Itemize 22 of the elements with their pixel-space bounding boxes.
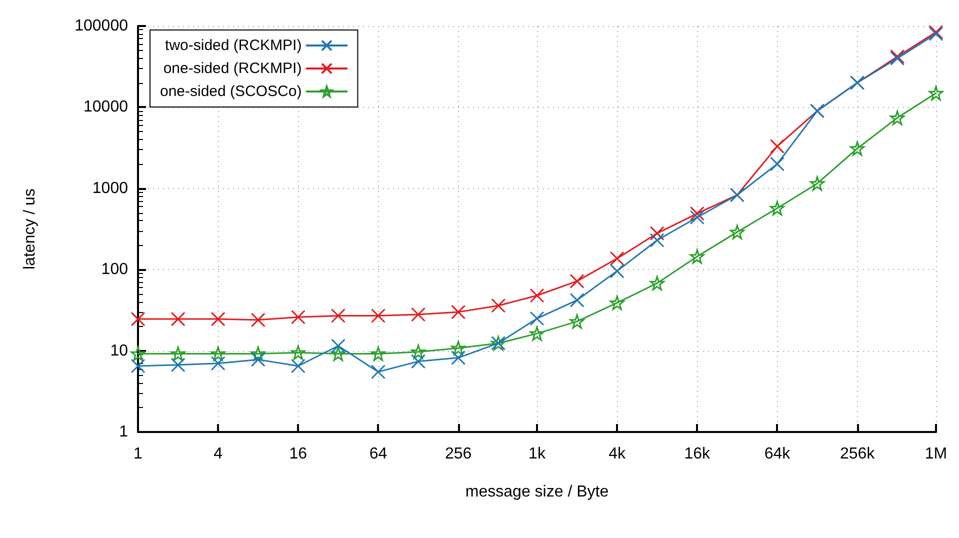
x-tick-label: 4 (214, 446, 223, 462)
x-tick-label: 64 (369, 446, 388, 462)
x-axis-title: message size / Byte (465, 484, 609, 500)
y-tick-label: 10 (110, 342, 128, 360)
x-tick-label: 16 (289, 446, 308, 462)
x-tick-label: 64k (764, 446, 792, 462)
y-axis-title: latency / us (22, 188, 38, 270)
x-tick-label: 16k (684, 446, 712, 462)
x-tick-label: 1M (924, 446, 948, 462)
legend-label: one-sided (SCOSCo) (160, 83, 302, 100)
y-tick-label: 1 (119, 424, 128, 440)
x-tick-label: 4k (608, 446, 627, 462)
legend-label: two-sided (RCKMPI) (165, 37, 302, 54)
x-tick-label: 256 (444, 446, 472, 462)
x-tick-label: 1k (528, 446, 546, 462)
y-tick-label: 1000 (92, 180, 128, 197)
y-tick-label: 100 (101, 261, 128, 278)
legend-label: one-sided (RCKMPI) (163, 60, 302, 77)
x-tick-label: 256k (840, 446, 876, 462)
y-tick-label: 100000 (74, 18, 128, 34)
x-tick-label: 1 (134, 446, 143, 462)
y-tick-label: 10000 (84, 98, 128, 116)
